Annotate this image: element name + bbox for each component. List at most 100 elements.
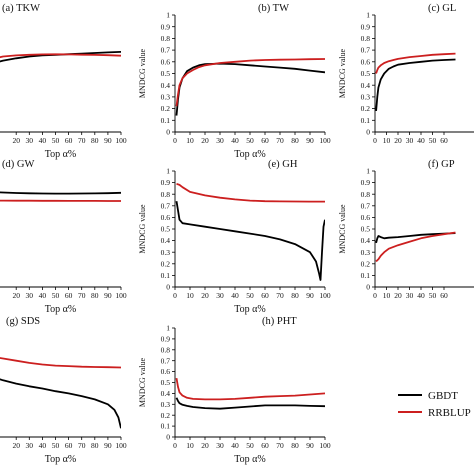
y-axis-label: MNDCG value (138, 49, 147, 99)
legend-label-rrblup: RRBLUP (428, 407, 471, 419)
panel-7: 0 10 20 30 40 50 60 70 80 90 100 0 0.1 0.2 0.3 0.4 0.5 0.… (138, 316, 331, 465)
x-tick-label: 0 (373, 136, 377, 145)
x-tick-label: 40 (231, 136, 239, 145)
x-axis-label: Top α% (45, 454, 76, 465)
series-rrblup (175, 58, 325, 107)
series-gbdt (375, 58, 456, 111)
x-tick-label: 100 (319, 441, 331, 450)
y-tick-label: 0.1 (361, 116, 371, 125)
x-tick-label: 50 (246, 136, 254, 145)
y-tick-label: 0.6 (161, 213, 171, 222)
legend-label-gbdt: GBDT (428, 390, 458, 402)
x-tick-label: 70 (276, 291, 284, 300)
y-tick-label: 0.2 (161, 411, 171, 420)
y-tick-label: 0.6 (161, 367, 171, 376)
y-tick-label: 1 (166, 11, 170, 20)
y-tick-label: 0.8 (361, 190, 371, 199)
y-tick-label: 0.2 (361, 259, 371, 268)
x-tick-label: 60 (261, 136, 269, 145)
y-tick-label: 0.9 (161, 22, 171, 31)
x-tick-label: 50 (52, 441, 60, 450)
x-tick-label: 40 (39, 291, 47, 300)
y-tick-label: 0.1 (161, 422, 171, 431)
series-gbdt (175, 201, 325, 281)
x-tick-label: 100 (319, 291, 331, 300)
x-tick-label: 50 (429, 136, 437, 145)
y-tick-label: 0 (166, 128, 170, 137)
x-tick-label: 30 (406, 136, 414, 145)
panel-title: (e) GH (268, 159, 298, 170)
x-tick-label: 60 (440, 136, 448, 145)
series-rrblup (375, 52, 456, 74)
y-tick-label: 0 (166, 433, 170, 442)
x-tick-label: 100 (115, 291, 127, 300)
x-tick-label: 90 (306, 441, 314, 450)
x-tick-label: 100 (115, 441, 127, 450)
x-tick-label: 30 (26, 291, 34, 300)
x-tick-label: 30 (26, 441, 34, 450)
x-tick-label: 60 (65, 441, 73, 450)
x-tick-label: 10 (186, 136, 194, 145)
y-tick-label: 0.1 (161, 116, 171, 125)
panel-4: 0 10 20 30 40 50 60 70 80 90 100 0 0.1 0.2 0.3 0.4 0.5 0.… (138, 159, 331, 315)
panel-6: 20 30 40 50 60 70 80 90 100 (g) SDS Top α% (0, 316, 127, 465)
series-rrblup (176, 182, 325, 203)
x-tick-label: 20 (12, 136, 20, 145)
y-tick-label: 0.5 (161, 378, 171, 387)
x-tick-label: 60 (261, 441, 269, 450)
x-tick-label: 100 (319, 136, 331, 145)
y-tick-label: 0.2 (361, 104, 371, 113)
series-rrblup (175, 377, 325, 401)
y-tick-label: 0.8 (361, 34, 371, 43)
x-tick-label: 30 (216, 441, 224, 450)
x-tick-label: 60 (440, 291, 448, 300)
x-tick-label: 70 (276, 441, 284, 450)
x-tick-label: 0 (173, 441, 177, 450)
series-rrblup (0, 53, 121, 59)
x-axis-label: Top α% (45, 149, 76, 160)
y-tick-label: 0.5 (361, 225, 371, 234)
x-tick-label: 30 (406, 291, 414, 300)
y-tick-label: 1 (166, 167, 170, 176)
y-tick-label: 0.8 (161, 345, 171, 354)
panel-title: (g) SDS (6, 316, 40, 327)
x-tick-label: 20 (12, 441, 20, 450)
panel-3: 20 30 40 50 60 70 80 90 100 (d) GW Top α% (0, 159, 127, 315)
y-tick-label: 0.4 (161, 81, 171, 90)
x-tick-label: 80 (291, 136, 299, 145)
x-tick-label: 30 (216, 291, 224, 300)
x-tick-label: 40 (417, 291, 425, 300)
x-tick-label: 40 (39, 136, 47, 145)
x-tick-label: 50 (52, 291, 60, 300)
panel-title: (f) GP (428, 159, 455, 170)
x-tick-label: 20 (201, 291, 209, 300)
y-tick-label: 0.3 (161, 248, 171, 257)
x-tick-label: 70 (78, 291, 86, 300)
y-tick-label: 0.2 (161, 104, 171, 113)
y-tick-label: 0.3 (161, 93, 171, 102)
y-tick-label: 0.4 (361, 236, 371, 245)
panel-title: (d) GW (2, 159, 34, 170)
y-tick-label: 0.6 (161, 57, 171, 66)
x-tick-label: 80 (91, 441, 99, 450)
y-tick-label: 0.9 (161, 178, 171, 187)
y-tick-label: 0.3 (361, 248, 371, 257)
x-tick-label: 0 (173, 291, 177, 300)
y-tick-label: 0.3 (161, 400, 171, 409)
y-tick-label: 0.4 (361, 81, 371, 90)
x-tick-label: 80 (291, 291, 299, 300)
x-tick-label: 50 (246, 291, 254, 300)
y-tick-label: 1 (166, 324, 170, 333)
series-rrblup (375, 231, 456, 263)
y-tick-label: 0.5 (361, 69, 371, 78)
x-tick-label: 0 (173, 136, 177, 145)
x-tick-label: 20 (201, 136, 209, 145)
x-tick-label: 20 (201, 441, 209, 450)
x-tick-label: 60 (65, 291, 73, 300)
y-tick-label: 0 (166, 283, 170, 292)
x-tick-label: 40 (39, 441, 47, 450)
x-tick-label: 20 (394, 291, 402, 300)
x-tick-label: 90 (104, 441, 112, 450)
y-tick-label: 0.8 (161, 190, 171, 199)
